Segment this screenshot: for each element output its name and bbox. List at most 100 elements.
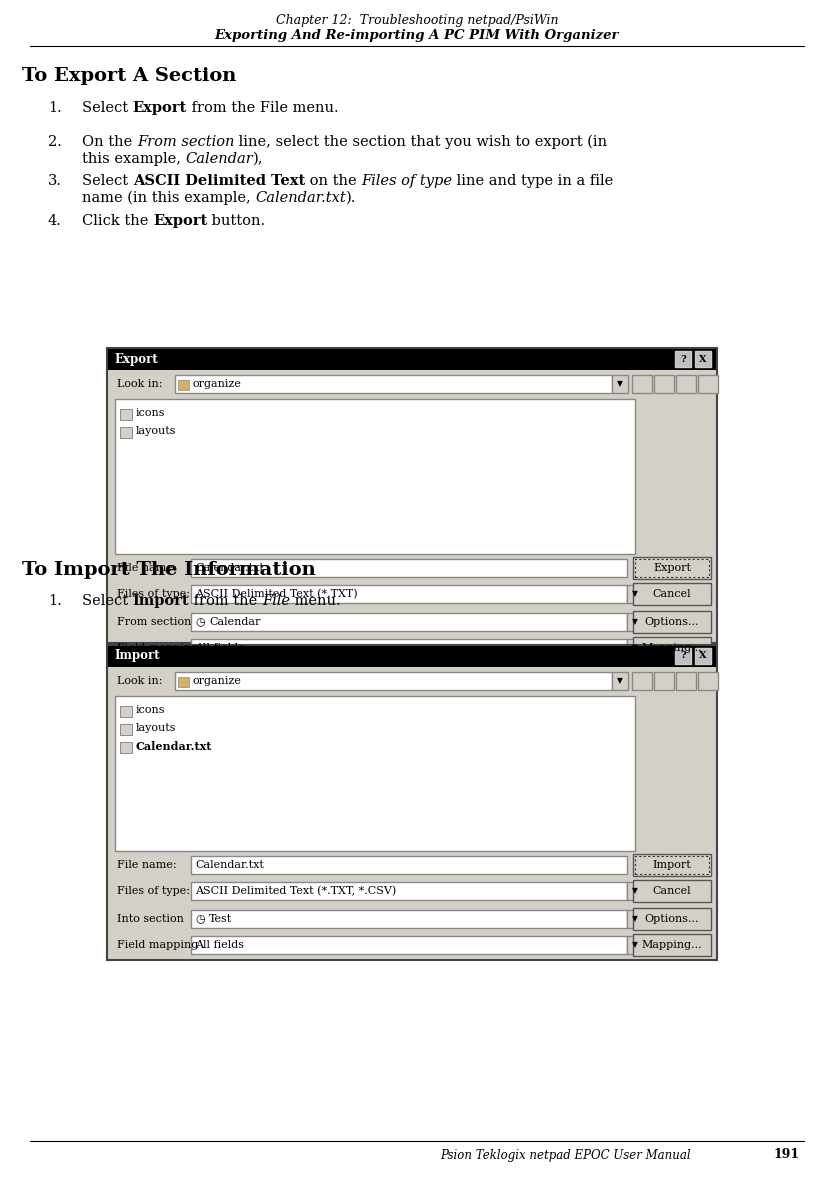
Text: Into section: Into section — [117, 914, 183, 924]
Bar — [120, 409, 132, 420]
Text: Export: Export — [133, 101, 187, 115]
Text: menu.: menu. — [290, 594, 341, 608]
Bar — [627, 639, 643, 657]
Bar — [698, 671, 718, 689]
Bar — [120, 427, 132, 438]
Text: line and type in a file: line and type in a file — [452, 174, 614, 188]
Text: Field mapping: Field mapping — [117, 643, 198, 653]
Text: ▼: ▼ — [632, 940, 638, 950]
Text: Mapping...: Mapping... — [641, 643, 702, 653]
Text: File: File — [262, 594, 290, 608]
Text: 1.: 1. — [48, 101, 62, 115]
Text: File name:: File name: — [117, 564, 177, 573]
Text: Import: Import — [114, 650, 159, 663]
Text: Select: Select — [82, 101, 133, 115]
Text: Files of type: Files of type — [361, 174, 452, 188]
Text: Click the: Click the — [82, 213, 153, 228]
Text: Options...: Options... — [645, 617, 699, 627]
Text: organize: organize — [193, 379, 242, 388]
Bar — [191, 639, 627, 657]
Text: Chapter 12:  Troubleshooting netpad/PsiWin: Chapter 12: Troubleshooting netpad/PsiWi… — [276, 14, 558, 28]
Bar — [676, 671, 696, 689]
Bar — [120, 706, 132, 717]
Bar — [108, 646, 716, 667]
Text: Select: Select — [82, 594, 133, 608]
Text: To Import The Information: To Import The Information — [22, 561, 316, 579]
Text: ASCII Delimited Text: ASCII Delimited Text — [133, 174, 305, 188]
Text: Calendar: Calendar — [209, 617, 260, 627]
Text: Field mapping: Field mapping — [117, 940, 198, 950]
Text: ◷: ◷ — [195, 914, 205, 924]
Text: Psion Teklogix netpad EPOC User Manual: Psion Teklogix netpad EPOC User Manual — [440, 1149, 691, 1162]
Bar — [633, 611, 711, 633]
Text: Calendar.txt: Calendar.txt — [255, 191, 346, 205]
Bar — [191, 613, 627, 631]
Bar — [635, 856, 709, 874]
Text: on the: on the — [305, 174, 361, 188]
Text: ◷: ◷ — [195, 617, 205, 627]
Text: All fields: All fields — [195, 643, 244, 653]
Text: line, select the section that you wish to export (in: line, select the section that you wish t… — [234, 135, 607, 150]
Text: ▼: ▼ — [632, 617, 638, 627]
Bar — [191, 585, 627, 603]
Text: icons: icons — [136, 408, 165, 418]
Text: 3.: 3. — [48, 174, 62, 188]
Text: ),: ), — [254, 152, 264, 165]
Bar — [115, 399, 635, 554]
Bar — [633, 583, 711, 605]
Bar — [633, 934, 711, 956]
Bar — [627, 882, 643, 900]
Bar — [191, 936, 627, 954]
Bar — [633, 854, 711, 876]
Text: Look in:: Look in: — [117, 676, 163, 686]
Bar — [633, 908, 711, 930]
Bar — [676, 375, 696, 393]
Text: Cancel: Cancel — [653, 886, 691, 896]
Text: Calendar: Calendar — [186, 152, 254, 165]
Text: Calendar.txt: Calendar.txt — [136, 741, 213, 752]
Text: 2.: 2. — [48, 135, 62, 149]
Text: Export: Export — [653, 564, 691, 573]
Bar — [627, 910, 643, 928]
Text: Export: Export — [153, 213, 208, 228]
Bar — [695, 647, 711, 664]
Text: button.: button. — [208, 213, 265, 228]
Text: ASCII Delimited Text (*.TXT): ASCII Delimited Text (*.TXT) — [195, 589, 358, 600]
Text: File name:: File name: — [117, 860, 177, 870]
Text: organize: organize — [193, 676, 242, 686]
Text: icons: icons — [136, 705, 165, 715]
Text: ▼: ▼ — [632, 915, 638, 923]
Text: Options...: Options... — [645, 914, 699, 924]
Bar — [120, 742, 132, 753]
Bar — [654, 671, 674, 689]
Bar — [627, 936, 643, 954]
Text: ▼: ▼ — [617, 380, 623, 388]
Text: from the: from the — [189, 594, 262, 608]
Bar — [675, 647, 691, 664]
Bar — [632, 671, 652, 689]
Text: ?: ? — [680, 355, 686, 363]
Text: layouts: layouts — [136, 723, 177, 733]
Text: this example,: this example, — [82, 152, 186, 165]
Bar — [191, 856, 627, 874]
Text: Export: Export — [114, 353, 158, 366]
Text: To Export A Section: To Export A Section — [22, 67, 236, 85]
Text: Look in:: Look in: — [117, 379, 163, 388]
Bar — [120, 724, 132, 735]
Text: X: X — [699, 651, 706, 661]
Text: 4.: 4. — [48, 213, 62, 228]
Bar — [698, 375, 718, 393]
Text: From section: From section — [137, 135, 234, 149]
Bar — [612, 375, 628, 393]
Text: From section: From section — [117, 617, 191, 627]
Text: Select: Select — [82, 174, 133, 188]
Text: Exporting And Re-importing A PC PIM With Organizer: Exporting And Re-importing A PC PIM With… — [214, 29, 620, 42]
Bar — [675, 351, 691, 367]
Text: layouts: layouts — [136, 426, 177, 436]
Text: Import: Import — [653, 860, 691, 870]
Bar — [633, 637, 711, 659]
Text: Calendar.txt: Calendar.txt — [195, 860, 264, 870]
Text: 1.: 1. — [48, 594, 62, 608]
Text: ▼: ▼ — [632, 886, 638, 896]
Bar — [115, 695, 635, 851]
